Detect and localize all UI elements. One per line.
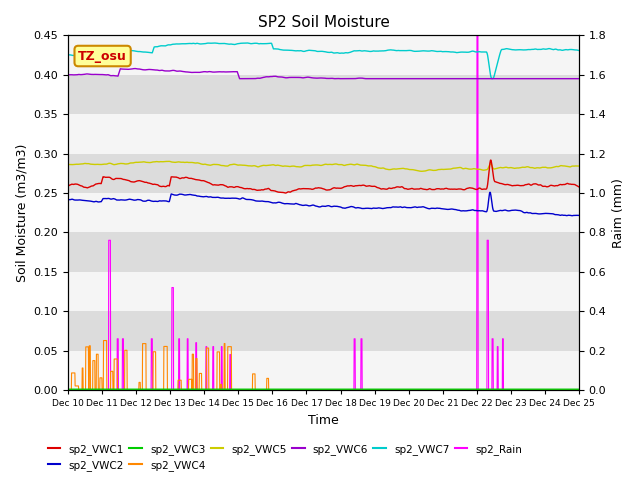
sp2_VWC7 [545, 46, 552, 51]
sp2_VWC3 [64, 386, 72, 392]
Line: sp2_VWC2: sp2_VWC2 [68, 192, 579, 216]
sp2_VWC5 [531, 165, 538, 171]
Line: sp2_VWC6: sp2_VWC6 [68, 69, 579, 79]
sp2_VWC4 [349, 387, 357, 393]
Bar [68, 311, 579, 350]
sp2_VWC1 [545, 184, 552, 190]
sp2_Rain [64, 387, 72, 393]
sp2_Rain [545, 387, 552, 393]
sp2_VWC5 [545, 165, 552, 171]
sp2_VWC6 [575, 76, 583, 82]
Legend: sp2_VWC1, sp2_VWC2, sp2_VWC3, sp2_VWC4, sp2_VWC5, sp2_VWC6, sp2_VWC7, sp2_Rain: sp2_VWC1, sp2_VWC2, sp2_VWC3, sp2_VWC4, … [44, 439, 527, 475]
sp2_VWC6 [349, 76, 357, 82]
sp2_VWC2 [64, 197, 72, 203]
sp2_VWC6 [339, 76, 346, 82]
sp2_VWC5 [165, 158, 173, 164]
Line: sp2_VWC4: sp2_VWC4 [68, 340, 579, 390]
sp2_VWC4 [64, 387, 72, 393]
Bar [68, 75, 579, 114]
sp2_VWC2 [530, 211, 538, 216]
sp2_Rain [349, 387, 357, 393]
sp2_VWC2 [575, 213, 583, 218]
sp2_VWC5 [207, 162, 214, 168]
X-axis label: Time: Time [308, 414, 339, 427]
Bar [68, 36, 579, 75]
Text: TZ_osu: TZ_osu [78, 49, 127, 62]
sp2_VWC3 [544, 386, 552, 392]
Line: sp2_VWC5: sp2_VWC5 [68, 161, 579, 171]
sp2_VWC6 [472, 76, 480, 82]
sp2_VWC7 [338, 50, 346, 56]
Bar [68, 232, 579, 272]
sp2_Rain [575, 387, 583, 393]
sp2_VWC4 [100, 337, 108, 343]
sp2_VWC4 [472, 387, 479, 393]
sp2_VWC1 [349, 183, 357, 189]
sp2_VWC2 [472, 207, 479, 213]
sp2_VWC2 [545, 211, 552, 216]
sp2_VWC3 [207, 386, 214, 392]
sp2_VWC1 [575, 184, 583, 190]
Title: SP2 Soil Moisture: SP2 Soil Moisture [257, 15, 389, 30]
sp2_VWC6 [131, 66, 139, 72]
Line: sp2_VWC7: sp2_VWC7 [68, 43, 579, 79]
Bar [68, 350, 579, 390]
Bar [68, 193, 579, 232]
sp2_VWC1 [282, 190, 289, 196]
sp2_VWC5 [417, 168, 425, 174]
Line: sp2_Rain: sp2_Rain [68, 36, 579, 390]
Bar [68, 272, 579, 311]
sp2_Rain [530, 387, 538, 393]
sp2_VWC6 [64, 72, 72, 78]
sp2_VWC4 [545, 387, 552, 393]
sp2_VWC3 [530, 386, 538, 392]
Bar [68, 114, 579, 154]
sp2_VWC7 [207, 40, 214, 46]
sp2_VWC7 [243, 40, 251, 46]
sp2_VWC5 [349, 162, 357, 168]
sp2_VWC2 [338, 205, 346, 211]
sp2_VWC1 [64, 183, 72, 189]
sp2_VWC2 [486, 190, 494, 195]
sp2_VWC2 [568, 213, 576, 218]
sp2_VWC3 [338, 386, 346, 392]
sp2_VWC7 [64, 52, 72, 58]
sp2_VWC6 [545, 76, 552, 82]
sp2_Rain [338, 387, 346, 393]
Line: sp2_VWC1: sp2_VWC1 [68, 160, 579, 193]
sp2_VWC4 [207, 387, 214, 393]
sp2_Rain [473, 33, 481, 38]
sp2_VWC4 [338, 387, 346, 393]
sp2_VWC2 [349, 204, 357, 210]
sp2_Rain [472, 387, 479, 393]
sp2_VWC7 [531, 46, 538, 52]
sp2_VWC4 [530, 387, 538, 393]
sp2_VWC6 [531, 76, 538, 82]
Y-axis label: Raim (mm): Raim (mm) [612, 178, 625, 248]
sp2_VWC3 [575, 386, 583, 392]
sp2_VWC1 [487, 157, 495, 163]
sp2_VWC3 [349, 386, 357, 392]
sp2_VWC7 [349, 48, 357, 54]
sp2_VWC5 [64, 162, 72, 168]
Y-axis label: Soil Moisture (m3/m3): Soil Moisture (m3/m3) [15, 144, 28, 282]
sp2_VWC4 [575, 387, 583, 393]
sp2_VWC7 [488, 76, 496, 82]
sp2_VWC1 [207, 180, 214, 186]
sp2_VWC1 [531, 181, 538, 187]
sp2_VWC1 [338, 185, 346, 191]
sp2_VWC6 [207, 69, 214, 74]
sp2_VWC2 [207, 194, 214, 200]
sp2_VWC5 [575, 163, 583, 169]
sp2_VWC7 [575, 48, 583, 53]
sp2_VWC6 [330, 76, 338, 82]
Bar [68, 154, 579, 193]
sp2_VWC5 [338, 162, 346, 168]
sp2_Rain [207, 387, 214, 393]
sp2_VWC3 [472, 386, 479, 392]
sp2_VWC5 [472, 166, 480, 172]
sp2_VWC1 [472, 186, 479, 192]
sp2_VWC7 [472, 49, 479, 55]
